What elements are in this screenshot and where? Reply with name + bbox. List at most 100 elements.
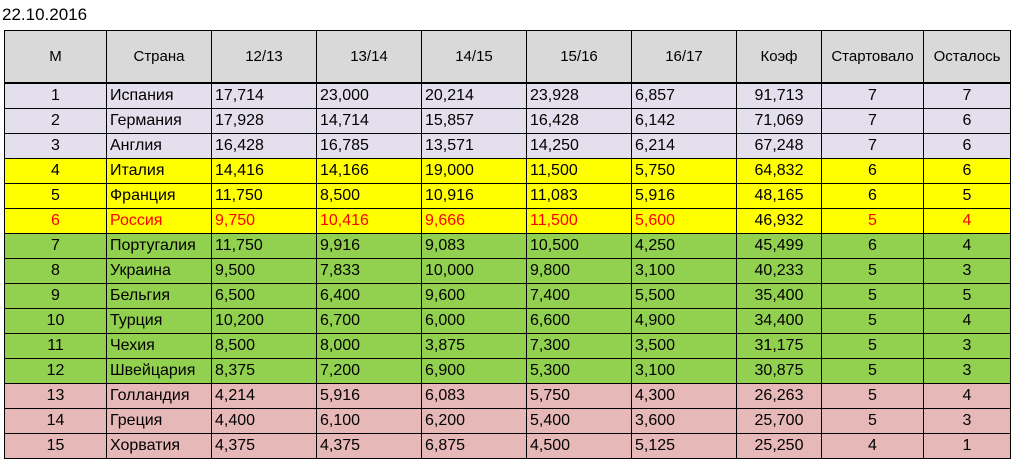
- cell-country[interactable]: Португалия: [106, 233, 212, 259]
- cell-season-15-16[interactable]: 23,928: [526, 82, 632, 109]
- cell-season-16-17[interactable]: 5,916: [631, 183, 737, 209]
- cell-season-15-16[interactable]: 11,083: [526, 183, 632, 209]
- cell-started[interactable]: 5: [821, 358, 924, 384]
- cell-season-12-13[interactable]: 10,200: [211, 308, 317, 334]
- cell-rank[interactable]: 5: [4, 183, 107, 209]
- header-remaining[interactable]: Осталось: [923, 30, 1011, 84]
- cell-season-14-15[interactable]: 15,857: [421, 108, 527, 134]
- cell-season-16-17[interactable]: 4,900: [631, 308, 737, 334]
- cell-coefficient[interactable]: 30,875: [736, 358, 822, 384]
- cell-season-12-13[interactable]: 8,375: [211, 358, 317, 384]
- cell-rank[interactable]: 1: [4, 82, 107, 109]
- cell-remaining[interactable]: 3: [923, 333, 1011, 359]
- cell-season-16-17[interactable]: 6,857: [631, 82, 737, 109]
- cell-rank[interactable]: 4: [4, 158, 107, 184]
- cell-remaining[interactable]: 4: [923, 208, 1011, 234]
- cell-season-16-17[interactable]: 6,142: [631, 108, 737, 134]
- header-country[interactable]: Страна: [106, 30, 212, 84]
- table-row[interactable]: 6 Россия 9,750 10,416 9,666 11,500 5,600 46,932…: [4, 208, 1011, 234]
- cell-season-13-14[interactable]: 14,166: [316, 158, 422, 184]
- cell-started[interactable]: 5: [821, 283, 924, 309]
- cell-country[interactable]: Хорватия: [106, 433, 212, 459]
- cell-rank[interactable]: 12: [4, 358, 107, 384]
- cell-country[interactable]: Швейцария: [106, 358, 212, 384]
- cell-started[interactable]: 6: [821, 233, 924, 259]
- cell-season-16-17[interactable]: 4,300: [631, 383, 737, 409]
- cell-rank[interactable]: 14: [4, 408, 107, 434]
- cell-season-13-14[interactable]: 4,375: [316, 433, 422, 459]
- cell-country[interactable]: Испания: [106, 82, 212, 109]
- cell-started[interactable]: 5: [821, 408, 924, 434]
- table-row[interactable]: 7 Португалия 11,750 9,916 9,083 10,500 4,250 45…: [4, 233, 1011, 259]
- header-season-12-13[interactable]: 12/13: [211, 30, 317, 84]
- cell-season-12-13[interactable]: 9,500: [211, 258, 317, 284]
- cell-remaining[interactable]: 4: [923, 308, 1011, 334]
- cell-season-16-17[interactable]: 3,100: [631, 258, 737, 284]
- cell-remaining[interactable]: 6: [923, 108, 1011, 134]
- cell-season-16-17[interactable]: 5,500: [631, 283, 737, 309]
- cell-season-13-14[interactable]: 6,100: [316, 408, 422, 434]
- cell-rank[interactable]: 9: [4, 283, 107, 309]
- cell-season-12-13[interactable]: 4,400: [211, 408, 317, 434]
- cell-season-13-14[interactable]: 6,700: [316, 308, 422, 334]
- cell-remaining[interactable]: 3: [923, 258, 1011, 284]
- cell-season-12-13[interactable]: 4,214: [211, 383, 317, 409]
- cell-season-14-15[interactable]: 6,875: [421, 433, 527, 459]
- cell-remaining[interactable]: 6: [923, 158, 1011, 184]
- cell-started[interactable]: 7: [821, 82, 924, 109]
- table-row[interactable]: 13 Голландия 4,214 5,916 6,083 5,750 4,300 26,2…: [4, 383, 1011, 409]
- cell-season-13-14[interactable]: 14,714: [316, 108, 422, 134]
- table-row[interactable]: 3 Англия 16,428 16,785 13,571 14,250 6,214 67,2…: [4, 133, 1011, 159]
- cell-started[interactable]: 7: [821, 108, 924, 134]
- cell-season-12-13[interactable]: 17,928: [211, 108, 317, 134]
- cell-coefficient[interactable]: 35,400: [736, 283, 822, 309]
- cell-coefficient[interactable]: 25,250: [736, 433, 822, 459]
- cell-season-15-16[interactable]: 7,400: [526, 283, 632, 309]
- cell-country[interactable]: Голландия: [106, 383, 212, 409]
- cell-remaining[interactable]: 5: [923, 283, 1011, 309]
- cell-season-16-17[interactable]: 4,250: [631, 233, 737, 259]
- header-coefficient[interactable]: Коэф: [736, 30, 822, 84]
- cell-country[interactable]: Чехия: [106, 333, 212, 359]
- cell-coefficient[interactable]: 31,175: [736, 333, 822, 359]
- cell-season-12-13[interactable]: 6,500: [211, 283, 317, 309]
- cell-started[interactable]: 6: [821, 183, 924, 209]
- cell-season-15-16[interactable]: 9,800: [526, 258, 632, 284]
- cell-season-13-14[interactable]: 6,400: [316, 283, 422, 309]
- cell-rank[interactable]: 11: [4, 333, 107, 359]
- cell-country[interactable]: Франция: [106, 183, 212, 209]
- cell-season-13-14[interactable]: 10,416: [316, 208, 422, 234]
- cell-season-13-14[interactable]: 9,916: [316, 233, 422, 259]
- cell-coefficient[interactable]: 67,248: [736, 133, 822, 159]
- cell-season-12-13[interactable]: 11,750: [211, 183, 317, 209]
- cell-coefficient[interactable]: 25,700: [736, 408, 822, 434]
- header-season-13-14[interactable]: 13/14: [316, 30, 422, 84]
- cell-country[interactable]: Бельгия: [106, 283, 212, 309]
- cell-country[interactable]: Турция: [106, 308, 212, 334]
- cell-season-15-16[interactable]: 11,500: [526, 158, 632, 184]
- cell-season-12-13[interactable]: 16,428: [211, 133, 317, 159]
- cell-coefficient[interactable]: 48,165: [736, 183, 822, 209]
- cell-season-16-17[interactable]: 5,750: [631, 158, 737, 184]
- cell-rank[interactable]: 2: [4, 108, 107, 134]
- cell-season-15-16[interactable]: 5,400: [526, 408, 632, 434]
- cell-started[interactable]: 4: [821, 433, 924, 459]
- cell-season-15-16[interactable]: 14,250: [526, 133, 632, 159]
- cell-season-13-14[interactable]: 5,916: [316, 383, 422, 409]
- cell-coefficient[interactable]: 40,233: [736, 258, 822, 284]
- header-season-16-17[interactable]: 16/17: [631, 30, 737, 84]
- cell-country[interactable]: Италия: [106, 158, 212, 184]
- cell-season-12-13[interactable]: 9,750: [211, 208, 317, 234]
- cell-country[interactable]: Греция: [106, 408, 212, 434]
- cell-coefficient[interactable]: 45,499: [736, 233, 822, 259]
- cell-remaining[interactable]: 1: [923, 433, 1011, 459]
- cell-season-14-15[interactable]: 3,875: [421, 333, 527, 359]
- cell-coefficient[interactable]: 71,069: [736, 108, 822, 134]
- table-row[interactable]: 1 Испания 17,714 23,000 20,214 23,928 6,857 91,…: [4, 82, 1011, 109]
- cell-remaining[interactable]: 4: [923, 233, 1011, 259]
- cell-season-15-16[interactable]: 10,500: [526, 233, 632, 259]
- cell-started[interactable]: 6: [821, 158, 924, 184]
- table-row[interactable]: 12 Швейцария 8,375 7,200 6,900 5,300 3,100 30,8…: [4, 358, 1011, 384]
- cell-season-14-15[interactable]: 13,571: [421, 133, 527, 159]
- cell-season-15-16[interactable]: 5,300: [526, 358, 632, 384]
